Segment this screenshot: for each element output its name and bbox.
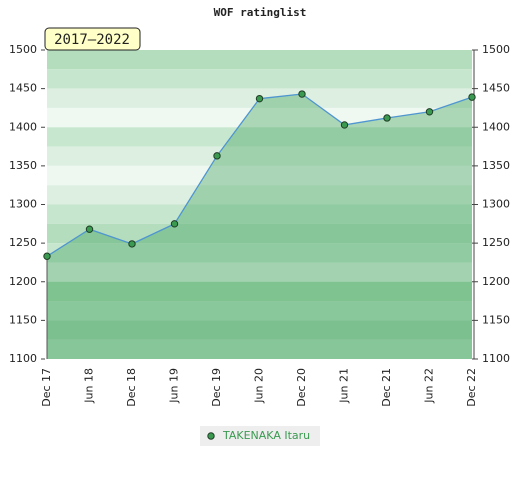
- band: [47, 320, 472, 340]
- band: [47, 146, 472, 166]
- annotation: 2017–2022: [54, 32, 130, 48]
- point: [213, 152, 221, 160]
- legend-marker: [207, 432, 215, 440]
- x-tick-label: Jun 19: [168, 368, 181, 404]
- point: [468, 93, 476, 101]
- x-tick-label: Jun 22: [423, 368, 436, 404]
- y-tick-label: 1300: [9, 198, 37, 211]
- y2-tick-label: 1300: [482, 198, 510, 211]
- point: [425, 108, 434, 116]
- y-tick-label: 1400: [9, 120, 37, 133]
- y2-tick-label: 1250: [482, 236, 510, 249]
- band: [47, 281, 472, 302]
- x-tick-label: Jun 21: [338, 368, 351, 404]
- x-tick-label: Dec 18: [125, 368, 138, 407]
- band: [47, 262, 472, 282]
- y-tick-label: 1100: [9, 352, 37, 365]
- legend-label: TAKENAKA Itaru: [222, 429, 310, 442]
- x-tick-label: Dec 19: [210, 368, 223, 407]
- y-tick-label: 1350: [9, 159, 37, 172]
- area: [47, 94, 472, 359]
- point: [298, 90, 306, 98]
- annotation-box: [44, 27, 141, 51]
- band: [47, 223, 472, 244]
- point: [43, 252, 51, 260]
- y2-tick-label: 1400: [482, 120, 510, 133]
- y2-tick-label: 1100: [482, 352, 510, 365]
- band: [47, 50, 472, 70]
- y-tick-label: 1200: [9, 275, 37, 288]
- y-tick-label: 1250: [9, 236, 37, 249]
- band: [47, 69, 472, 89]
- chart-title: WOF ratinglist: [214, 6, 307, 19]
- point: [340, 121, 349, 129]
- band: [47, 185, 472, 205]
- legend-box: [200, 426, 320, 446]
- point: [383, 114, 391, 122]
- y2-tick-label: 1350: [482, 159, 510, 172]
- x-tick-label: Dec 20: [295, 368, 308, 407]
- y-tick-label: 1500: [9, 43, 37, 56]
- band: [47, 165, 472, 186]
- y-tick-label: 1150: [9, 313, 37, 326]
- y-tick-label: 1450: [9, 82, 37, 95]
- y2-tick-label: 1450: [482, 82, 510, 95]
- x-tick-label: Jun 18: [83, 368, 96, 404]
- x-tick-label: Dec 17: [40, 368, 53, 407]
- band: [47, 127, 472, 147]
- point: [255, 94, 264, 103]
- band: [47, 339, 472, 359]
- point: [170, 220, 179, 228]
- point: [128, 240, 136, 248]
- x-tick-label: Jun 20: [253, 368, 266, 404]
- y2-tick-label: 1500: [482, 43, 510, 56]
- band: [47, 204, 472, 224]
- y2-tick-label: 1200: [482, 275, 510, 288]
- y2-tick-label: 1150: [482, 313, 510, 326]
- band: [47, 107, 472, 128]
- x-tick-label: Dec 21: [380, 368, 393, 407]
- point: [85, 225, 94, 233]
- band: [47, 243, 472, 263]
- x-tick-label: Dec 22: [465, 368, 478, 407]
- band: [47, 301, 472, 321]
